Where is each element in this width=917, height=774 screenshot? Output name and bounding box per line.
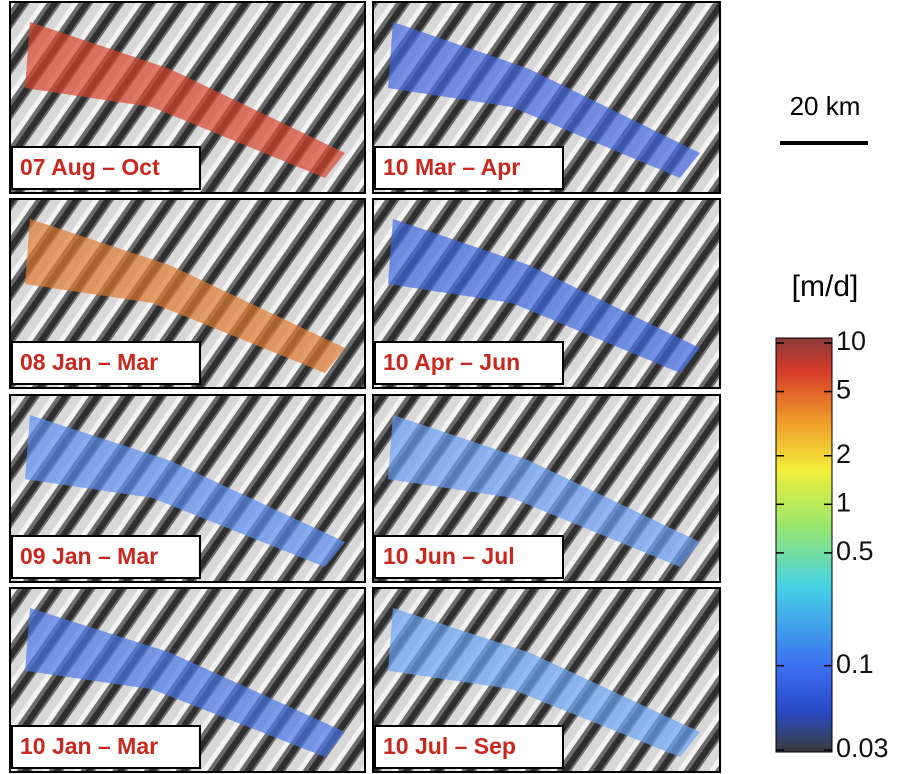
panel-label: 10 Apr – Jun [383,349,520,375]
colorbar [776,338,832,752]
tick-label: 5 [836,375,851,405]
tick-label: 0.1 [836,649,874,679]
panel-label: 10 Mar – Apr [383,154,520,180]
tick-label: 0.5 [836,536,874,566]
figure: 20 km [m/d] 07 Aug – Oct 08 Jan – Mar 09 J… [0,0,917,774]
scale-bar-label: 20 km [790,91,861,121]
panel-label: 10 Jul – Sep [383,733,516,759]
panel-label: 10 Jan – Mar [20,733,158,759]
tick-label: 2 [836,439,851,469]
panel-label: 07 Aug – Oct [20,154,160,180]
panel-label: 08 Jan – Mar [20,349,158,375]
tick-label: 1 [836,487,851,517]
tick-label: 0.03 [836,733,889,763]
panel-label: 10 Jun – Jul [383,543,515,569]
colorbar-label: [m/d] [792,270,859,303]
panel-label: 09 Jan – Mar [20,543,158,569]
tick-label: 10 [836,326,866,356]
